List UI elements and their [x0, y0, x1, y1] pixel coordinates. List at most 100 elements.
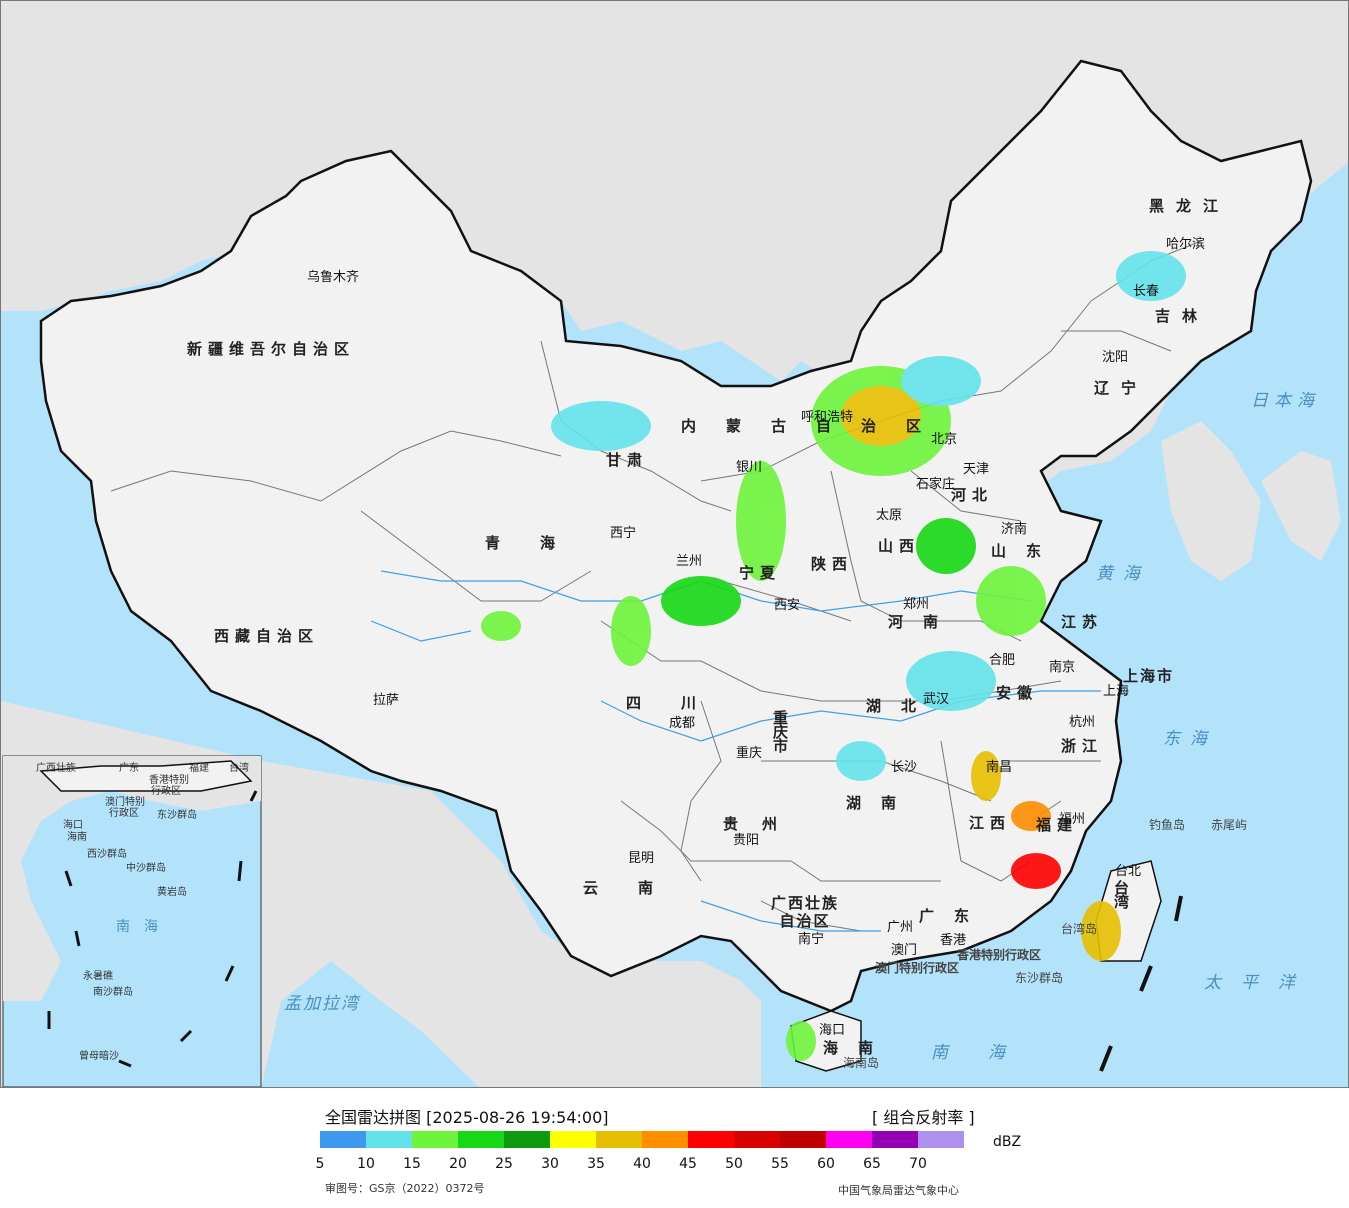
province-label: 浙江	[1061, 737, 1104, 755]
city-label: 杭州	[1069, 715, 1096, 730]
legend-panel: 全国雷达拼图 [2025-08-26 19:54:00] [ 组合反射率 ] d…	[0, 1088, 1349, 1208]
province-label: 陕西	[811, 555, 854, 573]
inset-label: 福建	[189, 763, 209, 774]
city-label: 香港	[940, 933, 967, 948]
scale-tick-label: 45	[679, 1156, 697, 1172]
scale-swatch	[458, 1131, 504, 1148]
city-label: 福州	[1059, 812, 1086, 827]
island-label: 赤尾屿	[1211, 818, 1248, 832]
city-label: 呼和浩特	[801, 410, 854, 425]
scale-tick-label: 50	[725, 1156, 743, 1172]
province-label: 山东	[991, 542, 1062, 560]
scale-swatch	[688, 1131, 734, 1148]
province-label: 广西壮族自治区	[770, 894, 839, 930]
scale-tick-label: 65	[863, 1156, 881, 1172]
city-label: 海口	[819, 1023, 846, 1038]
scale-swatch	[872, 1131, 918, 1148]
scale-tick-label: 60	[817, 1156, 835, 1172]
sea-label: 东海	[1163, 729, 1217, 749]
inset-label: 广东	[119, 763, 139, 774]
city-label: 济南	[1001, 522, 1028, 537]
province-label: 辽宁	[1094, 379, 1149, 397]
province-label: 江苏	[1061, 613, 1104, 631]
scale-swatch	[504, 1131, 550, 1148]
city-label: 广州	[887, 920, 914, 935]
inset-china-coast	[39, 760, 253, 792]
sea-label: 黄海	[1096, 564, 1150, 584]
scale-swatch	[366, 1131, 412, 1148]
province-label: 四川	[626, 694, 737, 712]
scale-tick-label: 25	[495, 1156, 513, 1172]
province-label: 内蒙古自治区	[681, 417, 952, 435]
approval-number: 审图号：GS京（2022）0372号	[325, 1182, 485, 1195]
inset-label: 行政区	[151, 786, 181, 797]
east-dashed-line	[1099, 895, 1183, 1072]
scale-tick-label: 40	[633, 1156, 651, 1172]
city-label: 北京	[931, 432, 958, 447]
city-label: 台北	[1115, 864, 1142, 879]
city-label: 重庆	[736, 746, 763, 761]
city-label: 南宁	[798, 932, 825, 947]
province-label: 吉林	[1155, 307, 1210, 325]
city-label: 哈尔滨	[1166, 237, 1206, 252]
scale-swatch	[596, 1131, 642, 1148]
city-label: 南京	[1049, 660, 1076, 675]
province-label: 贵州	[723, 815, 802, 833]
island-label: 台湾岛	[1061, 922, 1098, 936]
sea-label: 日本海	[1251, 391, 1320, 411]
city-label: 贵阳	[733, 833, 760, 848]
inset-label: 澳门特别	[105, 797, 145, 808]
scale-swatch	[734, 1131, 780, 1148]
province-label: 西藏自治区	[214, 627, 320, 645]
province-label: 宁夏	[739, 564, 782, 582]
province-label: 山西	[878, 537, 921, 555]
inset-label: 中沙群岛	[126, 863, 166, 874]
scale-tick-label: 35	[587, 1156, 605, 1172]
inset-label: 西沙群岛	[87, 849, 127, 860]
scale-swatch	[826, 1131, 872, 1148]
scale-swatch	[918, 1131, 964, 1148]
scale-swatch	[320, 1131, 366, 1148]
scale-tick-label: 15	[403, 1156, 421, 1172]
inset-label: 广西壮族	[36, 763, 76, 774]
city-label: 昆明	[628, 851, 655, 866]
province-label: 福建	[1036, 816, 1079, 834]
city-label: 南昌	[986, 760, 1013, 775]
province-label: 甘肃	[606, 451, 649, 469]
city-label: 沈阳	[1102, 350, 1129, 365]
inset-label: 行政区	[109, 808, 139, 819]
island-label: 海南岛	[843, 1056, 880, 1070]
city-label: 太原	[876, 508, 903, 523]
island-label: 香港特别行政区	[957, 948, 1042, 962]
sea-label: 太平洋	[1204, 973, 1315, 993]
province-label: 上海市	[1123, 667, 1175, 685]
city-label: 拉萨	[373, 693, 400, 708]
color-scale	[320, 1131, 964, 1148]
inset-label: 南海	[116, 919, 172, 935]
city-label: 天津	[963, 462, 990, 477]
scale-tick-label: 10	[357, 1156, 375, 1172]
province-label: 海南	[823, 1039, 894, 1057]
province-label: 云南	[583, 879, 694, 897]
korea-japan-land	[1161, 421, 1341, 581]
city-label: 武汉	[923, 692, 950, 707]
scale-tick-label: 70	[909, 1156, 927, 1172]
city-label: 合肥	[989, 653, 1016, 668]
scale-tick-label: 5	[315, 1156, 325, 1172]
radar-map[interactable]: 新疆维吾尔自治区 西藏自治区 青海 甘肃 内蒙古自治区 黑龙江 吉林 辽宁 河北…	[0, 0, 1349, 1088]
scale-tick-label: 55	[771, 1156, 789, 1172]
province-label: 湖南	[846, 794, 917, 812]
city-label: 澳门	[891, 943, 918, 958]
inset-label: 海南	[67, 832, 87, 843]
island-label: 钓鱼岛	[1149, 818, 1186, 832]
inset-label: 台湾	[229, 763, 249, 774]
inset-label: 永暑礁	[83, 971, 113, 982]
inset-label: 曾母暗沙	[79, 1051, 119, 1062]
scale-tick-label: 20	[449, 1156, 467, 1172]
inset-label: 香港特别	[149, 775, 189, 786]
scale-swatch	[780, 1131, 826, 1148]
province-label: 安徽	[996, 684, 1039, 702]
province-label: 河北	[951, 486, 994, 504]
scale-tick-label: 30	[541, 1156, 559, 1172]
scale-swatch	[412, 1131, 458, 1148]
